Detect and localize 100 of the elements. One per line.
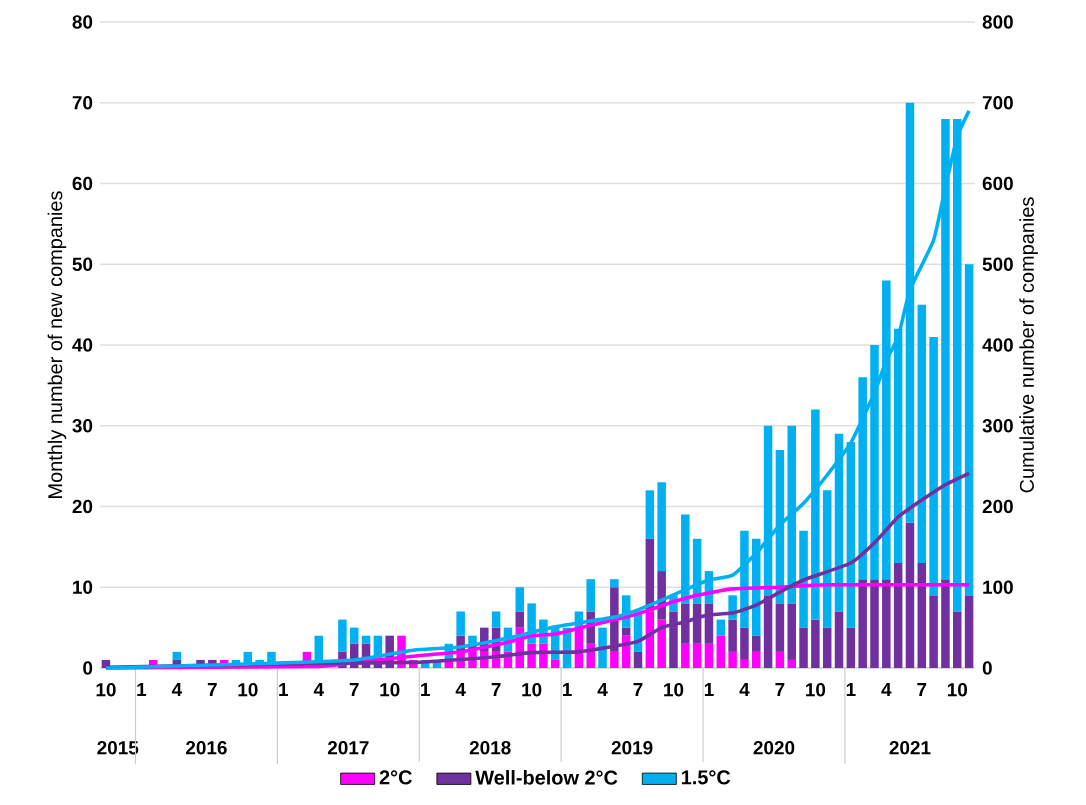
bar	[787, 425, 796, 604]
bar	[610, 579, 619, 588]
bar	[870, 579, 879, 668]
bar	[941, 118, 950, 580]
bar	[787, 603, 796, 660]
y-tick-label: 80	[72, 15, 93, 29]
bar	[728, 651, 737, 668]
x-tick-label: 4	[881, 683, 892, 697]
bar	[787, 659, 796, 668]
x-tick-label: 1	[279, 683, 289, 697]
y2-tick-label: 400	[982, 338, 1013, 352]
bar	[728, 619, 737, 652]
legend-label: 2°C	[379, 770, 412, 785]
legend-label: Well-below 2°C	[475, 770, 618, 785]
bar	[468, 635, 477, 644]
x-tick-label: 1	[704, 683, 714, 697]
bar	[964, 595, 974, 668]
x-tick-label: 4	[597, 683, 608, 697]
y2-tick-label: 100	[983, 580, 1013, 594]
x-tick-label: 4	[171, 683, 183, 697]
bar	[929, 595, 938, 668]
bar	[953, 118, 962, 612]
x-tick-label: 10	[522, 683, 542, 697]
text: 2017	[327, 741, 369, 755]
bar	[799, 627, 808, 668]
y-tick-label: 30	[72, 419, 93, 433]
bar	[893, 563, 903, 668]
y-tick-label: 40	[72, 338, 93, 352]
bar	[740, 659, 749, 668]
legend-label: 1.5°C	[681, 770, 731, 785]
bar	[917, 563, 927, 668]
bar	[681, 514, 690, 604]
bar	[491, 611, 501, 628]
bar	[953, 611, 962, 668]
y2-axis-title: Cumulative number of companies	[1019, 197, 1038, 493]
bar	[941, 579, 950, 668]
bar	[752, 651, 761, 668]
x-tick-label: 10	[96, 683, 116, 697]
bar	[858, 377, 867, 580]
bar	[834, 611, 844, 668]
bar	[858, 579, 867, 668]
bar	[681, 643, 690, 668]
y-tick-label: 70	[72, 96, 93, 110]
y2-tick-label: 700	[982, 96, 1013, 110]
x-tick-label: 4	[313, 683, 324, 697]
bar	[870, 345, 879, 580]
bar	[752, 635, 761, 652]
x-tick-label: 1	[421, 683, 430, 697]
y-tick-label: 10	[73, 580, 93, 594]
x-tick-label: 1	[137, 683, 147, 697]
bar	[704, 643, 714, 668]
y2-tick-label: 600	[982, 176, 1013, 191]
bar	[905, 522, 915, 668]
bar	[752, 538, 761, 636]
bar	[681, 603, 690, 644]
x-tick-label: 10	[947, 683, 968, 697]
bar	[349, 627, 359, 644]
text: 2020	[753, 741, 795, 755]
x-tick-label: 10	[806, 683, 826, 697]
text: 2019	[611, 741, 653, 755]
bar	[882, 280, 891, 580]
x-tick-label: 7	[349, 683, 359, 697]
x-tick-label: 1	[846, 683, 856, 697]
y2-tick-label: 300	[982, 419, 1013, 433]
x-tick-label: 7	[491, 683, 501, 697]
y-tick-label: 50	[72, 257, 93, 271]
bar	[456, 611, 465, 636]
bar	[964, 264, 974, 596]
bar	[586, 579, 595, 612]
bar	[645, 490, 655, 539]
bar	[822, 627, 832, 668]
text: 2015	[97, 741, 139, 755]
x-tick-label: 1	[562, 683, 572, 697]
bar	[846, 627, 856, 668]
bar	[610, 651, 619, 668]
y-tick-label: 20	[72, 499, 93, 514]
bar	[740, 627, 749, 660]
x-tick-label: 7	[775, 683, 785, 697]
x-tick-label: 7	[207, 683, 217, 697]
y-axis-title: Monthly number of new companies	[47, 191, 67, 498]
text: 2016	[186, 741, 227, 755]
bar	[775, 603, 785, 652]
y-tick-label: 60	[72, 176, 93, 191]
bar	[550, 659, 560, 668]
x-tick-label: 7	[917, 683, 927, 697]
y2-tick-label: 0	[982, 661, 992, 675]
bar	[716, 635, 726, 668]
bar	[917, 304, 927, 564]
bar	[515, 611, 525, 628]
bar	[172, 651, 182, 660]
x-tick-label: 10	[664, 683, 684, 697]
bar	[692, 643, 702, 668]
bar	[740, 530, 749, 628]
bar	[338, 619, 347, 652]
bar	[811, 619, 820, 668]
bar	[598, 627, 607, 668]
y2-tick-label: 200	[982, 499, 1013, 514]
bar	[882, 579, 891, 668]
bar	[515, 587, 525, 612]
y2-tick-label: 500	[982, 257, 1013, 271]
